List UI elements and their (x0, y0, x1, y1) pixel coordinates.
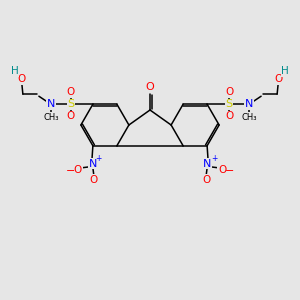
Text: S: S (67, 99, 74, 109)
Text: O: O (218, 165, 226, 175)
Text: O: O (146, 82, 154, 92)
Text: +: + (211, 154, 217, 163)
Text: N: N (245, 99, 253, 109)
Text: CH₃: CH₃ (43, 113, 58, 122)
Text: O: O (18, 74, 26, 84)
Text: O: O (225, 87, 233, 97)
Text: +: + (96, 154, 102, 163)
Text: H: H (281, 66, 289, 76)
Text: N: N (203, 159, 211, 169)
Text: O: O (274, 74, 282, 84)
Text: N: N (47, 99, 55, 109)
Text: O: O (67, 87, 75, 97)
Text: S: S (226, 99, 233, 109)
Text: O: O (202, 175, 210, 185)
Text: O: O (90, 175, 98, 185)
Text: O: O (225, 111, 233, 121)
Text: −: − (224, 166, 234, 176)
Text: −: − (66, 166, 76, 176)
Text: O: O (74, 165, 82, 175)
Text: N: N (89, 159, 97, 169)
Text: H: H (11, 66, 19, 76)
Text: CH₃: CH₃ (242, 113, 257, 122)
Text: O: O (67, 111, 75, 121)
